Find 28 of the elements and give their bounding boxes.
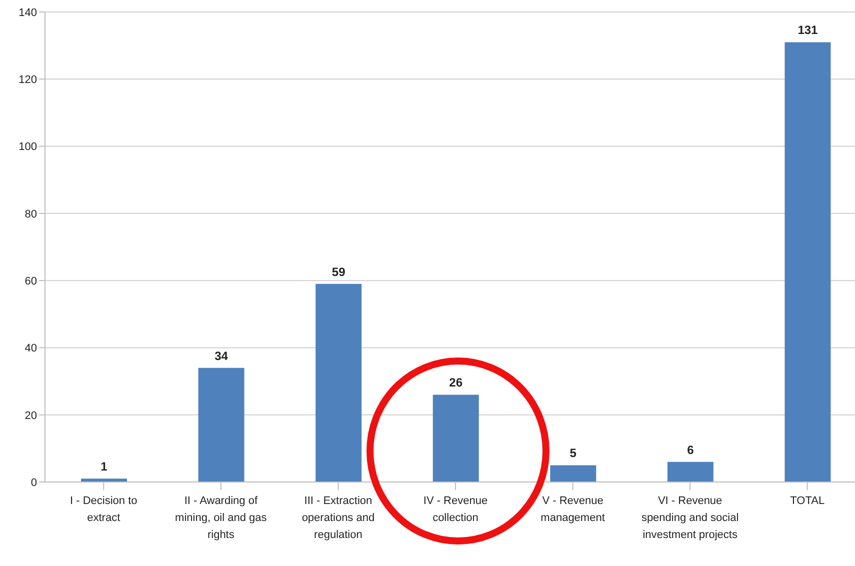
data-label: 5 <box>570 446 577 460</box>
y-tick-label: 100 <box>18 141 37 154</box>
data-label: 131 <box>798 23 818 38</box>
y-tick-label: 40 <box>24 342 37 355</box>
y-tick-label: 0 <box>30 476 37 489</box>
x-tick-label: II - Awarding of mining, oil and gas rights <box>175 495 268 541</box>
bar <box>198 368 244 482</box>
x-tick-label: VI - Revenue spending and social investment projects <box>641 495 739 541</box>
y-tick-label: 120 <box>18 74 37 86</box>
y-tick-label: 80 <box>24 208 37 220</box>
bar <box>316 284 362 482</box>
data-label: 6 <box>687 442 694 457</box>
bar <box>550 465 596 482</box>
x-tick-label: III - Extraction operations and regulation <box>302 495 375 541</box>
bar <box>667 462 714 482</box>
x-tick-label: V - Revenue management <box>540 495 605 524</box>
data-label: 1 <box>100 460 108 474</box>
data-label: 26 <box>449 376 463 390</box>
bar <box>432 394 479 482</box>
x-tick-label: TOTAL <box>790 495 825 507</box>
data-label: 34 <box>214 348 228 363</box>
data-label: 59 <box>332 264 346 279</box>
x-tick-label: IV - Revenue collection <box>423 495 488 524</box>
y-tick-label: 140 <box>18 6 37 19</box>
x-tick-label: I - Decision to extract <box>70 495 138 524</box>
y-tick-label: 60 <box>24 275 37 288</box>
bar <box>784 42 831 482</box>
y-tick-label: 20 <box>24 410 37 422</box>
